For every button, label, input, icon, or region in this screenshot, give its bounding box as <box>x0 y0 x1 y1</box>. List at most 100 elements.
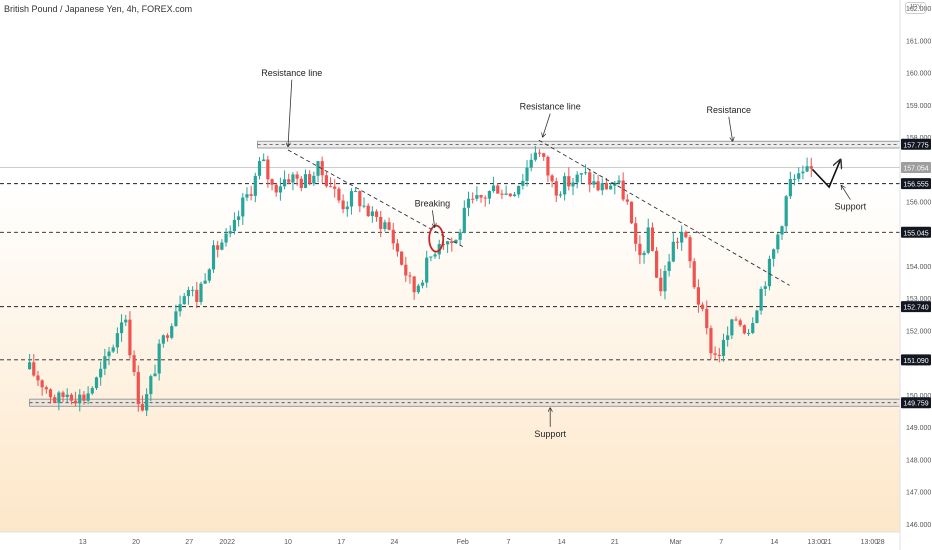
candle[interactable] <box>182 292 186 305</box>
candle[interactable] <box>471 192 475 204</box>
candle[interactable] <box>742 324 746 335</box>
candle[interactable] <box>207 268 211 283</box>
candle[interactable] <box>617 175 621 185</box>
candle[interactable] <box>395 239 400 257</box>
candle[interactable] <box>374 209 379 222</box>
candle[interactable] <box>165 333 170 342</box>
candle[interactable] <box>425 250 429 288</box>
candle[interactable] <box>638 235 642 264</box>
candle[interactable] <box>797 167 801 182</box>
axis-price-label[interactable]: 157.775 <box>901 138 931 150</box>
candle[interactable] <box>99 361 103 386</box>
candle[interactable] <box>241 193 245 225</box>
candle[interactable] <box>709 325 713 360</box>
candle[interactable] <box>48 388 53 404</box>
candle[interactable] <box>149 374 153 402</box>
candle[interactable] <box>316 161 320 183</box>
axis-price-label[interactable]: 156.555 <box>901 178 931 190</box>
candle[interactable] <box>73 391 78 407</box>
annotation-label-4[interactable]: Support <box>835 202 867 212</box>
candle[interactable] <box>571 177 575 196</box>
candle[interactable] <box>659 268 663 296</box>
candle[interactable] <box>40 379 44 396</box>
candle[interactable] <box>529 153 533 172</box>
candle[interactable] <box>721 333 726 362</box>
candle[interactable] <box>157 339 161 381</box>
candle[interactable] <box>504 185 508 196</box>
candle[interactable] <box>650 222 655 252</box>
candle[interactable] <box>508 193 512 197</box>
candle[interactable] <box>320 156 324 183</box>
candle[interactable] <box>366 203 370 218</box>
candle[interactable] <box>32 354 36 377</box>
candle[interactable] <box>579 172 583 183</box>
candle[interactable] <box>370 206 374 223</box>
candle[interactable] <box>362 197 366 209</box>
candle[interactable] <box>44 385 48 394</box>
candle[interactable] <box>291 172 295 191</box>
trendline-1[interactable] <box>538 139 790 286</box>
candle[interactable] <box>567 167 571 191</box>
candle[interactable] <box>308 170 312 186</box>
candle[interactable] <box>730 318 734 340</box>
projection-path[interactable] <box>811 160 840 189</box>
candle[interactable] <box>546 155 550 183</box>
candle[interactable] <box>287 173 291 185</box>
candle[interactable] <box>416 283 420 294</box>
candle[interactable] <box>103 348 107 376</box>
candle[interactable] <box>128 311 132 359</box>
candle[interactable] <box>500 189 504 200</box>
annotation-label-3[interactable]: Breaking <box>415 198 451 208</box>
candle[interactable] <box>124 314 128 326</box>
candle[interactable] <box>663 265 667 300</box>
candle[interactable] <box>759 286 763 315</box>
candle[interactable] <box>211 240 216 273</box>
candle[interactable] <box>65 388 69 403</box>
candle[interactable] <box>717 347 721 363</box>
candle[interactable] <box>387 217 391 231</box>
candle[interactable] <box>69 393 73 405</box>
symbol-header[interactable]: British Pound / Japanese Yen, 4h, FOREX.… <box>4 4 193 14</box>
candle[interactable] <box>726 326 730 347</box>
candle[interactable] <box>90 386 94 396</box>
candle[interactable] <box>521 173 525 190</box>
candle[interactable] <box>199 281 203 305</box>
candle[interactable] <box>588 169 592 193</box>
candle[interactable] <box>86 386 90 405</box>
candle[interactable] <box>328 177 333 188</box>
candle[interactable] <box>249 185 253 201</box>
candle[interactable] <box>341 194 345 214</box>
candle[interactable] <box>491 176 496 193</box>
candle[interactable] <box>517 185 521 198</box>
axis-price-label[interactable]: 149.759 <box>901 397 931 409</box>
candle[interactable] <box>525 160 529 187</box>
candle[interactable] <box>734 316 738 322</box>
candle[interactable] <box>358 190 362 213</box>
candle[interactable] <box>558 191 563 198</box>
candle[interactable] <box>191 286 195 297</box>
candle[interactable] <box>53 394 57 404</box>
candle[interactable] <box>809 157 813 178</box>
candle[interactable] <box>57 390 61 411</box>
candle[interactable] <box>600 178 604 196</box>
candle[interactable] <box>220 239 224 251</box>
candle[interactable] <box>483 195 487 207</box>
candle[interactable] <box>337 186 341 204</box>
candle[interactable] <box>805 157 809 172</box>
candle[interactable] <box>274 183 278 197</box>
candle[interactable] <box>675 237 680 249</box>
candle[interactable] <box>115 327 119 354</box>
candle[interactable] <box>94 376 99 391</box>
candle[interactable] <box>295 171 299 186</box>
candle[interactable] <box>692 258 696 290</box>
candle[interactable] <box>755 309 759 324</box>
candle[interactable] <box>195 281 199 309</box>
candle[interactable] <box>161 334 165 348</box>
axis-price-label[interactable]: 152.740 <box>901 301 931 313</box>
candle[interactable] <box>738 318 742 327</box>
candle[interactable] <box>228 225 232 238</box>
candle[interactable] <box>533 146 537 162</box>
candle[interactable] <box>216 240 220 258</box>
candle[interactable] <box>412 276 416 300</box>
